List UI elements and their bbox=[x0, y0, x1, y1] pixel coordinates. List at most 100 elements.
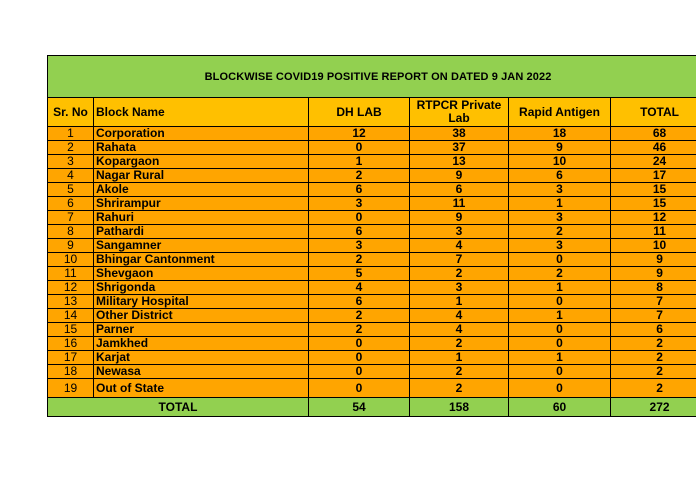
rtpcr-cell: 9 bbox=[409, 210, 509, 225]
table-row: 1 Corporation 12 38 18 68 bbox=[47, 126, 696, 141]
header-total: TOTAL bbox=[609, 97, 696, 127]
rtpcr-cell: 37 bbox=[409, 140, 509, 155]
sr-no-cell: 1 bbox=[47, 126, 94, 141]
title-row: BLOCKWISE COVID19 POSITIVE REPORT ON DAT… bbox=[46, 55, 696, 98]
sr-no-cell: 4 bbox=[47, 168, 94, 183]
rtpcr-cell: 38 bbox=[409, 126, 509, 141]
report-title: BLOCKWISE COVID19 POSITIVE REPORT ON DAT… bbox=[46, 55, 696, 98]
rapid-antigen-cell: 0 bbox=[508, 294, 611, 309]
block-name-cell: Bhingar Cantonment bbox=[93, 252, 309, 267]
grand-total: 272 bbox=[609, 397, 696, 417]
header-row: Sr. No Block Name DH LAB RTPCR Private L… bbox=[47, 97, 696, 127]
total-cell: 17 bbox=[609, 168, 696, 183]
dh-lab-cell: 2 bbox=[308, 168, 410, 183]
dh-lab-cell: 2 bbox=[308, 252, 410, 267]
dh-lab-cell: 0 bbox=[308, 378, 410, 398]
rapid-antigen-cell: 2 bbox=[508, 266, 611, 281]
sr-no-cell: 12 bbox=[47, 280, 94, 295]
table-row: 17 Karjat 0 1 1 2 bbox=[47, 350, 696, 365]
block-name-cell: Nagar Rural bbox=[93, 168, 309, 183]
block-name-cell: Corporation bbox=[93, 126, 309, 141]
block-name-cell: Rahuri bbox=[93, 210, 309, 225]
total-cell: 2 bbox=[609, 336, 696, 351]
block-name-cell: Shrigonda bbox=[93, 280, 309, 295]
total-cell: 11 bbox=[609, 224, 696, 239]
rapid-antigen-cell: 6 bbox=[508, 168, 611, 183]
total-cell: 6 bbox=[609, 322, 696, 337]
table-row: 18 Newasa 0 2 0 2 bbox=[47, 364, 696, 379]
total-cell: 7 bbox=[609, 308, 696, 323]
rapid-antigen-cell: 0 bbox=[508, 364, 611, 379]
block-name-cell: Military Hospital bbox=[93, 294, 309, 309]
block-name-cell: Shevgaon bbox=[93, 266, 309, 281]
table-row: 12 Shrigonda 4 3 1 8 bbox=[47, 280, 696, 295]
rapid-antigen-cell: 1 bbox=[508, 280, 611, 295]
dh-lab-cell: 6 bbox=[308, 294, 410, 309]
table-row: 10 Bhingar Cantonment 2 7 0 9 bbox=[47, 252, 696, 267]
total-cell: 15 bbox=[609, 182, 696, 197]
rtpcr-cell: 4 bbox=[409, 238, 509, 253]
dh-lab-cell: 3 bbox=[308, 238, 410, 253]
sr-no-cell: 15 bbox=[47, 322, 94, 337]
rtpcr-cell: 11 bbox=[409, 196, 509, 211]
dh-lab-cell: 3 bbox=[308, 196, 410, 211]
header-rtpcr-label: RTPCR Private Lab bbox=[416, 98, 502, 125]
total-cell: 15 bbox=[609, 196, 696, 211]
rtpcr-cell: 3 bbox=[409, 280, 509, 295]
dh-lab-cell: 0 bbox=[308, 210, 410, 225]
dh-lab-cell: 2 bbox=[308, 308, 410, 323]
dh-lab-cell: 0 bbox=[308, 336, 410, 351]
sr-no-cell: 9 bbox=[47, 238, 94, 253]
block-name-cell: Out of State bbox=[93, 378, 309, 398]
rtpcr-cell: 4 bbox=[409, 308, 509, 323]
rtpcr-cell: 7 bbox=[409, 252, 509, 267]
dh-lab-cell: 0 bbox=[308, 364, 410, 379]
covid-report-table: BLOCKWISE COVID19 POSITIVE REPORT ON DAT… bbox=[46, 55, 696, 417]
header-block-name: Block Name bbox=[93, 97, 309, 127]
dh-lab-cell: 2 bbox=[308, 322, 410, 337]
table-row: 8 Pathardi 6 3 2 11 bbox=[47, 224, 696, 239]
block-name-cell: Newasa bbox=[93, 364, 309, 379]
total-cell: 2 bbox=[609, 364, 696, 379]
total-rtpcr: 158 bbox=[409, 397, 509, 417]
rapid-antigen-cell: 2 bbox=[508, 224, 611, 239]
table-row: 15 Parner 2 4 0 6 bbox=[47, 322, 696, 337]
block-name-cell: Karjat bbox=[93, 350, 309, 365]
header-sr-no: Sr. No bbox=[47, 97, 94, 127]
rtpcr-cell: 2 bbox=[409, 336, 509, 351]
dh-lab-cell: 6 bbox=[308, 182, 410, 197]
total-cell: 7 bbox=[609, 294, 696, 309]
table-row: 5 Akole 6 6 3 15 bbox=[47, 182, 696, 197]
rtpcr-cell: 1 bbox=[409, 294, 509, 309]
total-cell: 68 bbox=[609, 126, 696, 141]
rtpcr-cell: 1 bbox=[409, 350, 509, 365]
report-sheet: BLOCKWISE COVID19 POSITIVE REPORT ON DAT… bbox=[46, 55, 696, 417]
rtpcr-cell: 6 bbox=[409, 182, 509, 197]
total-label: TOTAL bbox=[47, 397, 309, 417]
sr-no-cell: 13 bbox=[47, 294, 94, 309]
rtpcr-cell: 2 bbox=[409, 364, 509, 379]
table-row: 19 Out of State 0 2 0 2 bbox=[47, 378, 696, 398]
table-row: 3 Kopargaon 1 13 10 24 bbox=[47, 154, 696, 169]
sr-no-cell: 5 bbox=[47, 182, 94, 197]
total-rapid-antigen: 60 bbox=[508, 397, 611, 417]
table-row: 14 Other District 2 4 1 7 bbox=[47, 308, 696, 323]
table-row: 4 Nagar Rural 2 9 6 17 bbox=[47, 168, 696, 183]
sr-no-cell: 14 bbox=[47, 308, 94, 323]
dh-lab-cell: 5 bbox=[308, 266, 410, 281]
rapid-antigen-cell: 10 bbox=[508, 154, 611, 169]
table-row: 13 Military Hospital 6 1 0 7 bbox=[47, 294, 696, 309]
total-cell: 10 bbox=[609, 238, 696, 253]
rapid-antigen-cell: 1 bbox=[508, 308, 611, 323]
block-name-cell: Pathardi bbox=[93, 224, 309, 239]
rapid-antigen-cell: 3 bbox=[508, 182, 611, 197]
sr-no-cell: 16 bbox=[47, 336, 94, 351]
sr-no-cell: 11 bbox=[47, 266, 94, 281]
header-dh-lab: DH LAB bbox=[308, 97, 410, 127]
total-row: TOTAL 54 158 60 272 bbox=[47, 397, 696, 417]
block-name-cell: Kopargaon bbox=[93, 154, 309, 169]
sr-no-cell: 19 bbox=[47, 378, 94, 398]
rapid-antigen-cell: 3 bbox=[508, 238, 611, 253]
sr-no-cell: 17 bbox=[47, 350, 94, 365]
rtpcr-cell: 2 bbox=[409, 378, 509, 398]
